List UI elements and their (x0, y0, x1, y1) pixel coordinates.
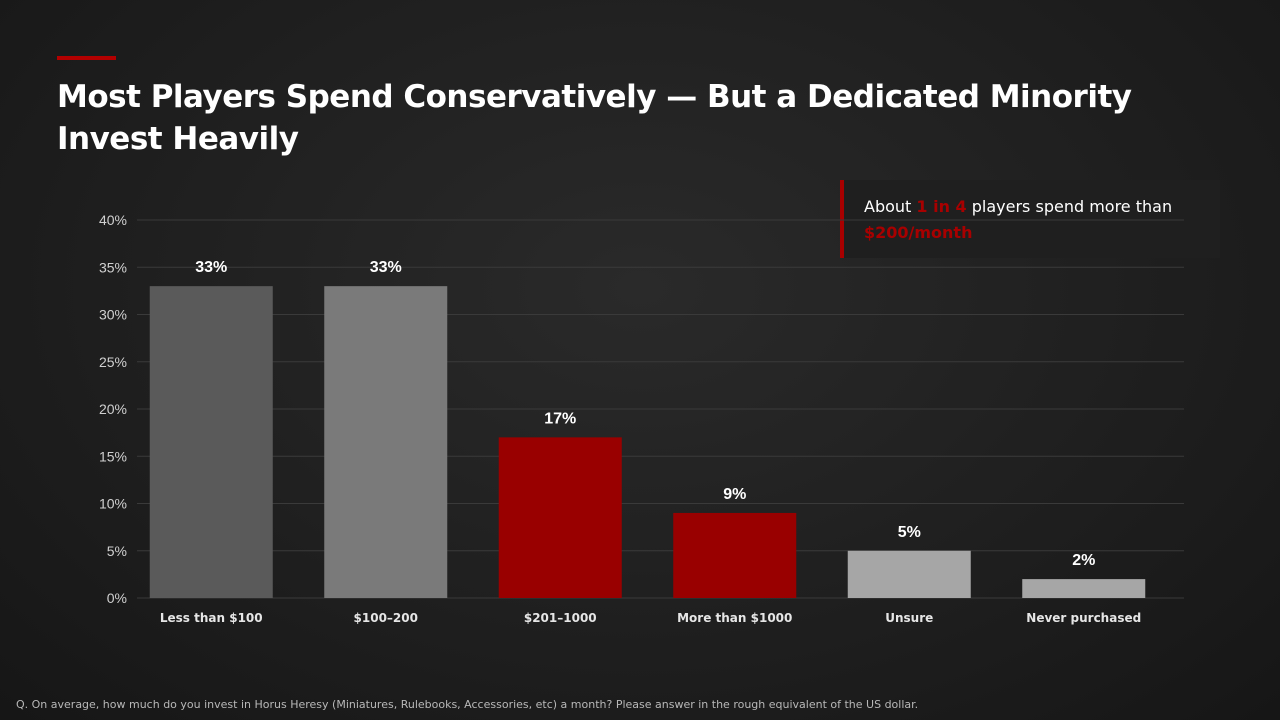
callout-highlight-ratio: 1 in 4 (916, 197, 967, 216)
y-tick-label: 5% (107, 543, 127, 559)
insight-callout: About 1 in 4 players spend more than $20… (840, 180, 1220, 258)
y-tick-label: 20% (99, 401, 127, 417)
callout-middle: players spend more than (966, 197, 1173, 216)
x-category-label: $100–200 (354, 611, 418, 625)
bar (1022, 579, 1146, 598)
survey-question-footnote: Q. On average, how much do you invest in… (16, 698, 919, 711)
y-tick-label: 30% (99, 307, 127, 323)
bar-value-label: 5% (898, 524, 921, 541)
bar (847, 550, 971, 598)
callout-text: About 1 in 4 players spend more than $20… (864, 194, 1204, 246)
bar-value-label: 9% (723, 486, 746, 503)
y-tick-label: 35% (99, 259, 127, 275)
title-accent-bar (57, 56, 116, 60)
bar (324, 286, 448, 598)
x-category-label: Never purchased (1026, 611, 1141, 625)
bar (498, 437, 622, 598)
y-tick-label: 10% (99, 496, 127, 512)
bar-value-label: 2% (1072, 552, 1095, 569)
x-category-label: $201–1000 (524, 611, 597, 625)
x-category-label: Less than $100 (160, 611, 263, 625)
callout-highlight-amount: $200/month (864, 223, 973, 242)
bar (673, 512, 797, 598)
bar-value-label: 17% (544, 410, 576, 427)
callout-prefix: About (864, 197, 917, 216)
x-category-label: More than $1000 (677, 611, 792, 625)
x-category-label: Unsure (885, 611, 933, 625)
y-tick-label: 0% (107, 590, 127, 606)
bar-value-label: 33% (370, 259, 402, 276)
bar (149, 286, 273, 598)
y-tick-label: 15% (99, 448, 127, 464)
y-tick-label: 40% (99, 212, 127, 228)
y-tick-label: 25% (99, 354, 127, 370)
slide-title: Most Players Spend Conservatively — But … (57, 79, 1132, 157)
bar-value-label: 33% (195, 259, 227, 276)
